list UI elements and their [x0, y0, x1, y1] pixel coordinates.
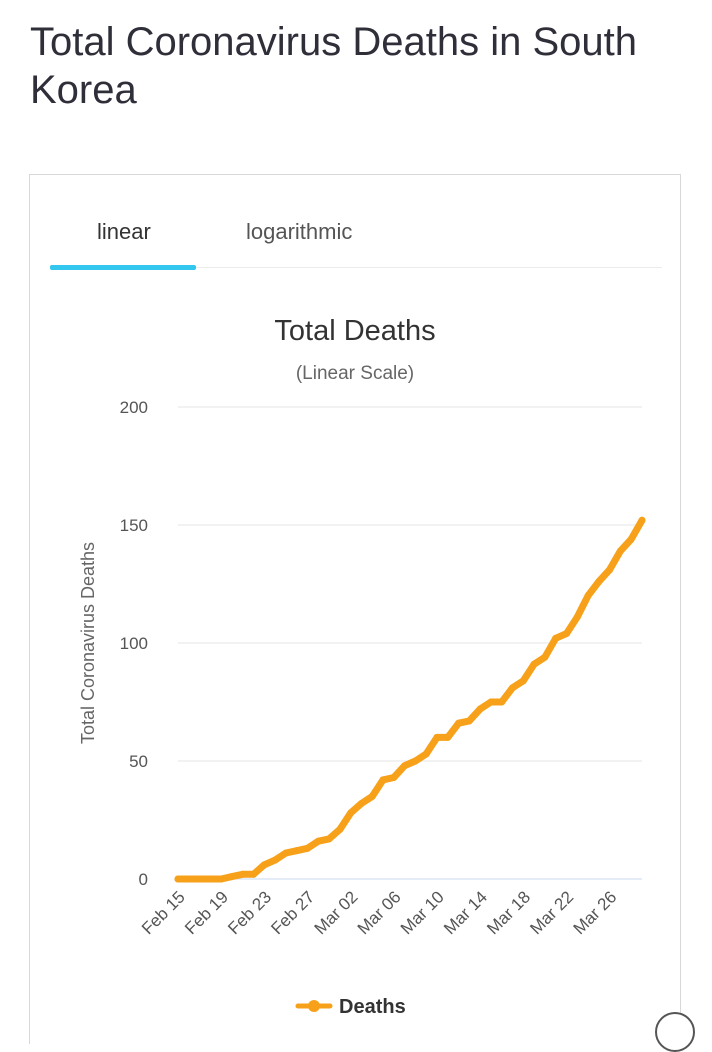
x-tick-label: Mar 10 — [397, 887, 448, 938]
data-point[interactable] — [303, 844, 311, 852]
data-point[interactable] — [519, 677, 527, 685]
data-point[interactable] — [444, 733, 452, 741]
data-point[interactable] — [584, 592, 592, 600]
data-point[interactable] — [455, 719, 463, 727]
data-point[interactable] — [390, 774, 398, 782]
data-point[interactable] — [562, 630, 570, 638]
data-point[interactable] — [336, 825, 344, 833]
y-tick-label: 150 — [120, 516, 148, 535]
x-tick-label: Mar 14 — [440, 887, 491, 938]
data-point[interactable] — [498, 698, 506, 706]
y-tick-label: 0 — [139, 870, 148, 889]
x-tick-label: Feb 15 — [138, 887, 189, 938]
data-point[interactable] — [465, 717, 473, 725]
y-tick-label: 100 — [120, 634, 148, 653]
data-point[interactable] — [573, 613, 581, 621]
data-point[interactable] — [627, 535, 635, 543]
y-tick-label: 50 — [129, 752, 148, 771]
tab-logarithmic[interactable]: logarithmic — [246, 219, 353, 244]
data-point[interactable] — [250, 870, 258, 878]
y-axis-ticks: 0 50 100 150 200 — [120, 398, 148, 889]
data-point[interactable] — [196, 875, 204, 883]
data-point[interactable] — [368, 792, 376, 800]
x-tick-label: Mar 18 — [483, 887, 534, 938]
data-point[interactable] — [433, 733, 441, 741]
scale-tabs: linear logarithmic — [50, 175, 662, 270]
x-tick-label: Feb 23 — [224, 887, 275, 938]
data-point[interactable] — [174, 875, 182, 883]
chart-menu-button[interactable] — [655, 1012, 695, 1052]
data-point[interactable] — [379, 776, 387, 784]
data-point[interactable] — [552, 634, 560, 642]
data-point[interactable] — [347, 809, 355, 817]
data-point[interactable] — [509, 684, 517, 692]
data-point[interactable] — [487, 698, 495, 706]
data-point[interactable] — [239, 870, 247, 878]
data-point[interactable] — [325, 835, 333, 843]
data-point[interactable] — [476, 705, 484, 713]
legend[interactable]: Deaths — [295, 996, 406, 1018]
data-point[interactable] — [185, 875, 193, 883]
data-point[interactable] — [411, 757, 419, 765]
x-tick-label: Feb 19 — [181, 887, 232, 938]
y-tick-label: 200 — [120, 398, 148, 417]
data-point[interactable] — [401, 762, 409, 770]
series-line-deaths — [174, 516, 646, 883]
page-title: Total Coronavirus Deaths in South Korea — [30, 20, 637, 112]
data-point[interactable] — [228, 873, 236, 881]
data-point[interactable] — [595, 578, 603, 586]
series-deaths — [174, 516, 646, 883]
legend-label-deaths: Deaths — [339, 996, 406, 1018]
legend-marker — [308, 1000, 320, 1012]
chart-card: linear logarithmic — [29, 174, 681, 1044]
data-point[interactable] — [541, 653, 549, 661]
y-axis-label: Total Coronavirus Deaths — [78, 542, 98, 744]
data-point[interactable] — [357, 799, 365, 807]
data-point[interactable] — [282, 849, 290, 857]
tab-linear[interactable]: linear — [97, 219, 151, 244]
active-tab-indicator — [50, 265, 196, 270]
gridlines — [178, 406, 642, 880]
data-point[interactable] — [271, 856, 279, 864]
data-point[interactable] — [206, 875, 214, 883]
data-point[interactable] — [260, 861, 268, 869]
data-point[interactable] — [606, 566, 614, 574]
deaths-chart: Total Deaths (Linear Scale) 0 50 100 150 200… — [78, 315, 646, 1018]
data-point[interactable] — [314, 837, 322, 845]
data-point[interactable] — [217, 875, 225, 883]
chart-subtitle: (Linear Scale) — [296, 363, 414, 384]
chart-title: Total Deaths — [274, 315, 435, 347]
data-point[interactable] — [422, 750, 430, 758]
x-tick-label: Mar 26 — [570, 887, 621, 938]
x-tick-label: Feb 27 — [267, 887, 318, 938]
data-point[interactable] — [616, 547, 624, 555]
data-point[interactable] — [530, 660, 538, 668]
x-tick-label: Mar 06 — [354, 887, 405, 938]
x-tick-label: Mar 02 — [311, 887, 362, 938]
x-tick-label: Mar 22 — [526, 887, 577, 938]
data-point[interactable] — [293, 847, 301, 855]
data-point[interactable] — [638, 516, 646, 524]
